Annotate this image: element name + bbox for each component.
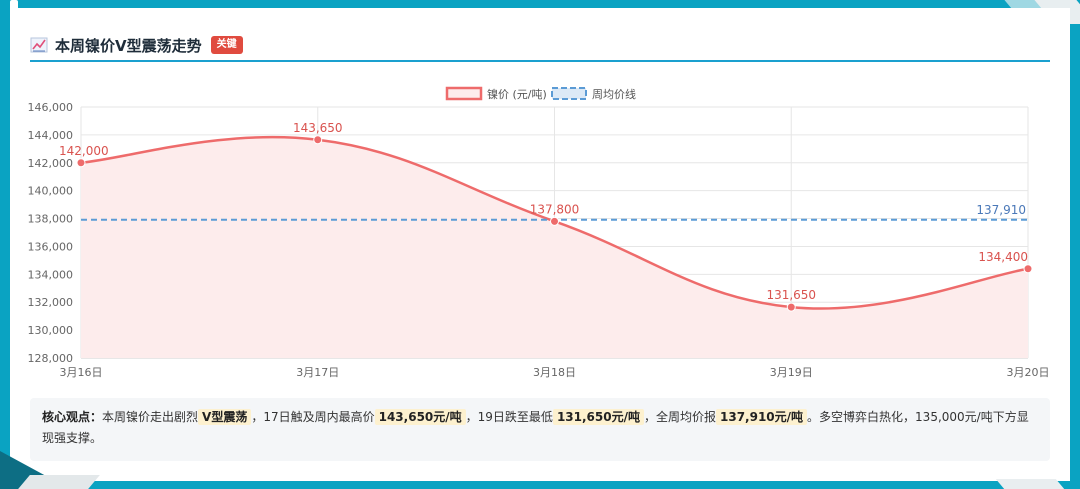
- y-tick-label: 134,000: [28, 268, 74, 281]
- x-tick-label: 3月16日: [60, 366, 103, 379]
- price-data-label: 142,000: [59, 144, 109, 158]
- y-tick-label: 130,000: [28, 324, 74, 337]
- x-tick-label: 3月20日: [1007, 366, 1050, 379]
- summary-text: 本周镍价走出剧烈: [102, 410, 199, 424]
- chart-card: 本周镍价V型震荡走势 关键 146,000 144,000 142,000 140,0…: [10, 8, 1070, 481]
- legend-swatch-price: [445, 86, 483, 101]
- summary-text: ，17日触及周内最高价: [251, 410, 375, 424]
- summary-highlight: V型震荡: [198, 409, 252, 425]
- frame-decoration: [995, 479, 1065, 489]
- y-tick-label: 142,000: [28, 157, 74, 170]
- price-data-label: 143,650: [293, 121, 343, 135]
- price-point: [1023, 264, 1033, 274]
- chart-trend-icon: [30, 37, 48, 53]
- summary-highlight: 137,910元/吨: [716, 409, 808, 425]
- y-tick-label: 140,000: [28, 185, 74, 198]
- key-badge: 关键: [210, 36, 243, 54]
- summary-text: 。多空博弈白热化，135,000元/吨下方显现强支撑。: [42, 410, 1029, 445]
- y-tick-label: 144,000: [28, 129, 74, 142]
- legend-swatch-average: [551, 87, 587, 100]
- y-tick-label: 146,000: [28, 101, 74, 114]
- price-area: [81, 137, 1028, 358]
- price-data-label: 131,650: [766, 288, 816, 302]
- average-data-label: 137,910: [976, 203, 1026, 217]
- price-point: [786, 302, 796, 312]
- price-point: [76, 158, 86, 168]
- summary-label: 核心观点：: [42, 410, 103, 424]
- price-data-label: 137,800: [530, 202, 580, 216]
- x-tick-label: 3月18日: [533, 366, 576, 379]
- y-tick-label: 138,000: [28, 213, 74, 226]
- price-point: [313, 135, 323, 145]
- y-tick-label: 128,000: [28, 352, 74, 365]
- price-point: [550, 216, 559, 226]
- y-tick-label: 136,000: [28, 240, 74, 253]
- y-tick-label: 132,000: [28, 296, 74, 309]
- legend-label-average: 周均价线: [592, 87, 636, 101]
- summary-text: ，全周均价报: [643, 410, 716, 424]
- summary-box: 核心观点：本周镍价走出剧烈 V型震荡 ，17日触及周内最高价 143,650元/吨 ，1…: [30, 398, 1050, 461]
- x-tick-label: 3月17日: [296, 366, 339, 379]
- summary-highlight: 143,650元/吨: [374, 409, 466, 425]
- legend-label-price: 镍价 (元/吨): [487, 87, 547, 101]
- summary-highlight: 131,650元/吨: [552, 409, 644, 425]
- page-title: 本周镍价V型震荡走势: [55, 36, 202, 55]
- frame-decoration: [18, 475, 100, 489]
- header-divider: [30, 60, 1050, 62]
- summary-text: ，19日跌至最低: [465, 410, 553, 424]
- x-tick-label: 3月19日: [770, 366, 813, 379]
- card-header: 本周镍价V型震荡走势 关键: [30, 28, 1050, 62]
- price-data-label: 134,400: [978, 250, 1028, 264]
- price-line-chart: 146,000 144,000 142,000 140,000 138,000 136,0…: [28, 86, 1050, 379]
